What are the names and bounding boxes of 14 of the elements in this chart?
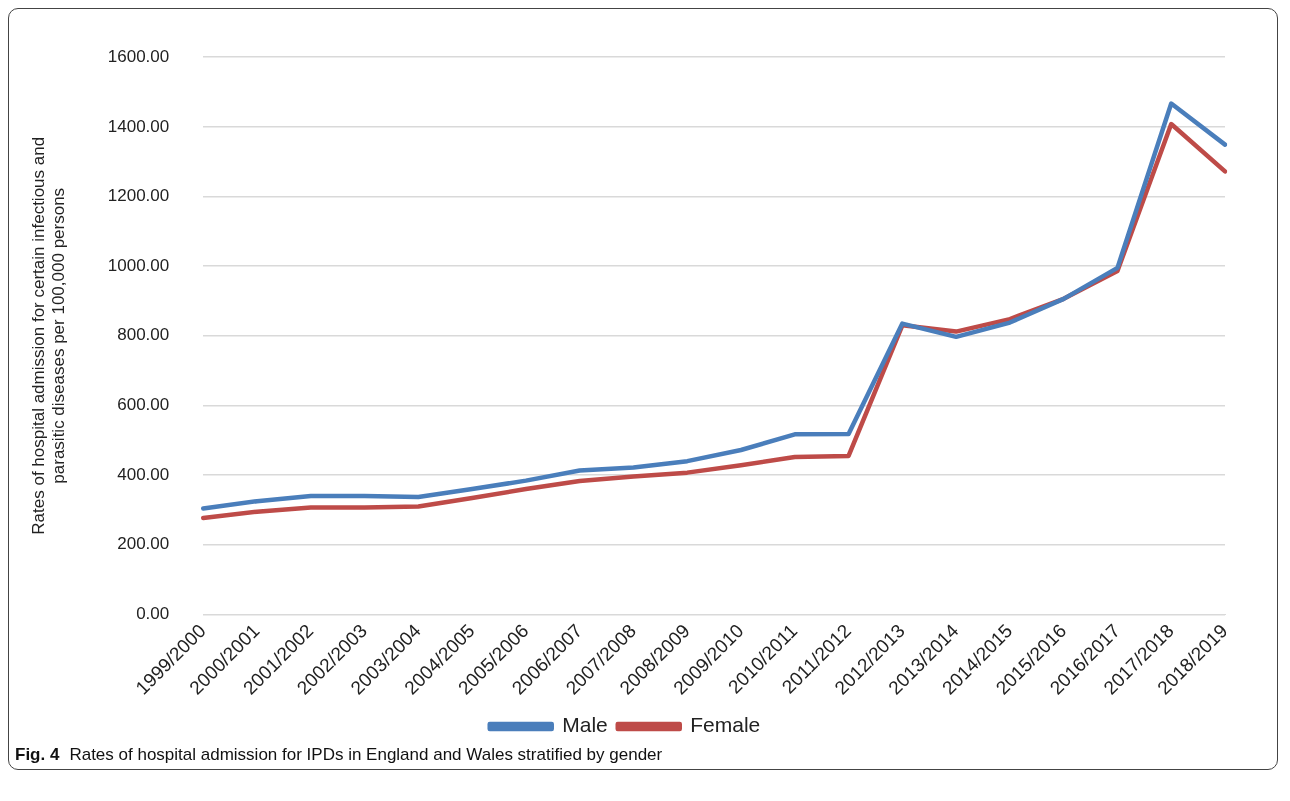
y-tick-label: 1200.00 bbox=[107, 186, 170, 206]
y-tick-label: 200.00 bbox=[117, 534, 170, 554]
caption: Fig. 4 bbox=[15, 745, 60, 764]
y-tick-label: 1000.00 bbox=[107, 255, 170, 275]
y-tick-label: 400.00 bbox=[117, 464, 170, 484]
y-tick-label: 800.00 bbox=[117, 325, 170, 345]
y-tick-label: 1600.00 bbox=[107, 46, 170, 66]
legend-label: Female bbox=[690, 713, 761, 737]
y-tick-label: 1400.00 bbox=[107, 116, 170, 136]
y-axis-title: Rates of hospital admission for certain infectious and parasitic diseases per 100,000 persons bbox=[28, 136, 69, 535]
y-tick-label: 0.00 bbox=[136, 604, 170, 624]
legend-label: Male bbox=[562, 713, 608, 737]
y-tick-label: 600.00 bbox=[117, 395, 170, 415]
text: Rates of hospital admission for IPDs in England and Wales stratified by gender bbox=[69, 745, 663, 764]
